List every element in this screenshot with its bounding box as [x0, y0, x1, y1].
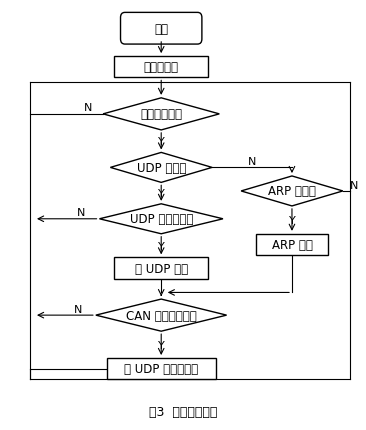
Text: N: N [74, 304, 82, 314]
Text: N: N [248, 157, 256, 166]
Text: ARP 数据？: ARP 数据？ [268, 185, 316, 198]
Text: Y: Y [158, 189, 165, 199]
Polygon shape [100, 204, 223, 234]
Text: 按 UDP 拆包: 按 UDP 拆包 [135, 262, 188, 275]
Polygon shape [103, 98, 219, 131]
Polygon shape [96, 299, 227, 332]
Polygon shape [241, 177, 343, 206]
Text: 开始: 开始 [154, 23, 168, 36]
Bar [255, 234, 328, 255]
Text: UDP 端口正确？: UDP 端口正确？ [130, 213, 193, 226]
Text: CAN 总线有数据？: CAN 总线有数据？ [126, 309, 197, 322]
Text: UDP 数据？: UDP 数据？ [137, 162, 186, 175]
Text: N: N [77, 208, 86, 218]
Text: 有网络数据？: 有网络数据？ [140, 108, 182, 121]
Bar [107, 358, 216, 380]
Text: Y: Y [289, 215, 295, 225]
Text: 按 UDP 打包送网络: 按 UDP 打包送网络 [124, 362, 198, 375]
Text: N: N [85, 103, 93, 113]
Text: Y: Y [158, 241, 165, 251]
Text: Y: Y [158, 340, 165, 350]
Bar [114, 258, 208, 279]
Bar [114, 57, 208, 78]
Polygon shape [111, 153, 212, 183]
Text: Y: Y [158, 137, 165, 147]
Text: 图3  主程序流程图: 图3 主程序流程图 [149, 405, 217, 418]
Text: ARP 处理: ARP 处理 [272, 238, 313, 252]
Text: 初始化网卡: 初始化网卡 [144, 61, 179, 74]
FancyBboxPatch shape [120, 13, 202, 45]
Text: N: N [350, 180, 358, 190]
